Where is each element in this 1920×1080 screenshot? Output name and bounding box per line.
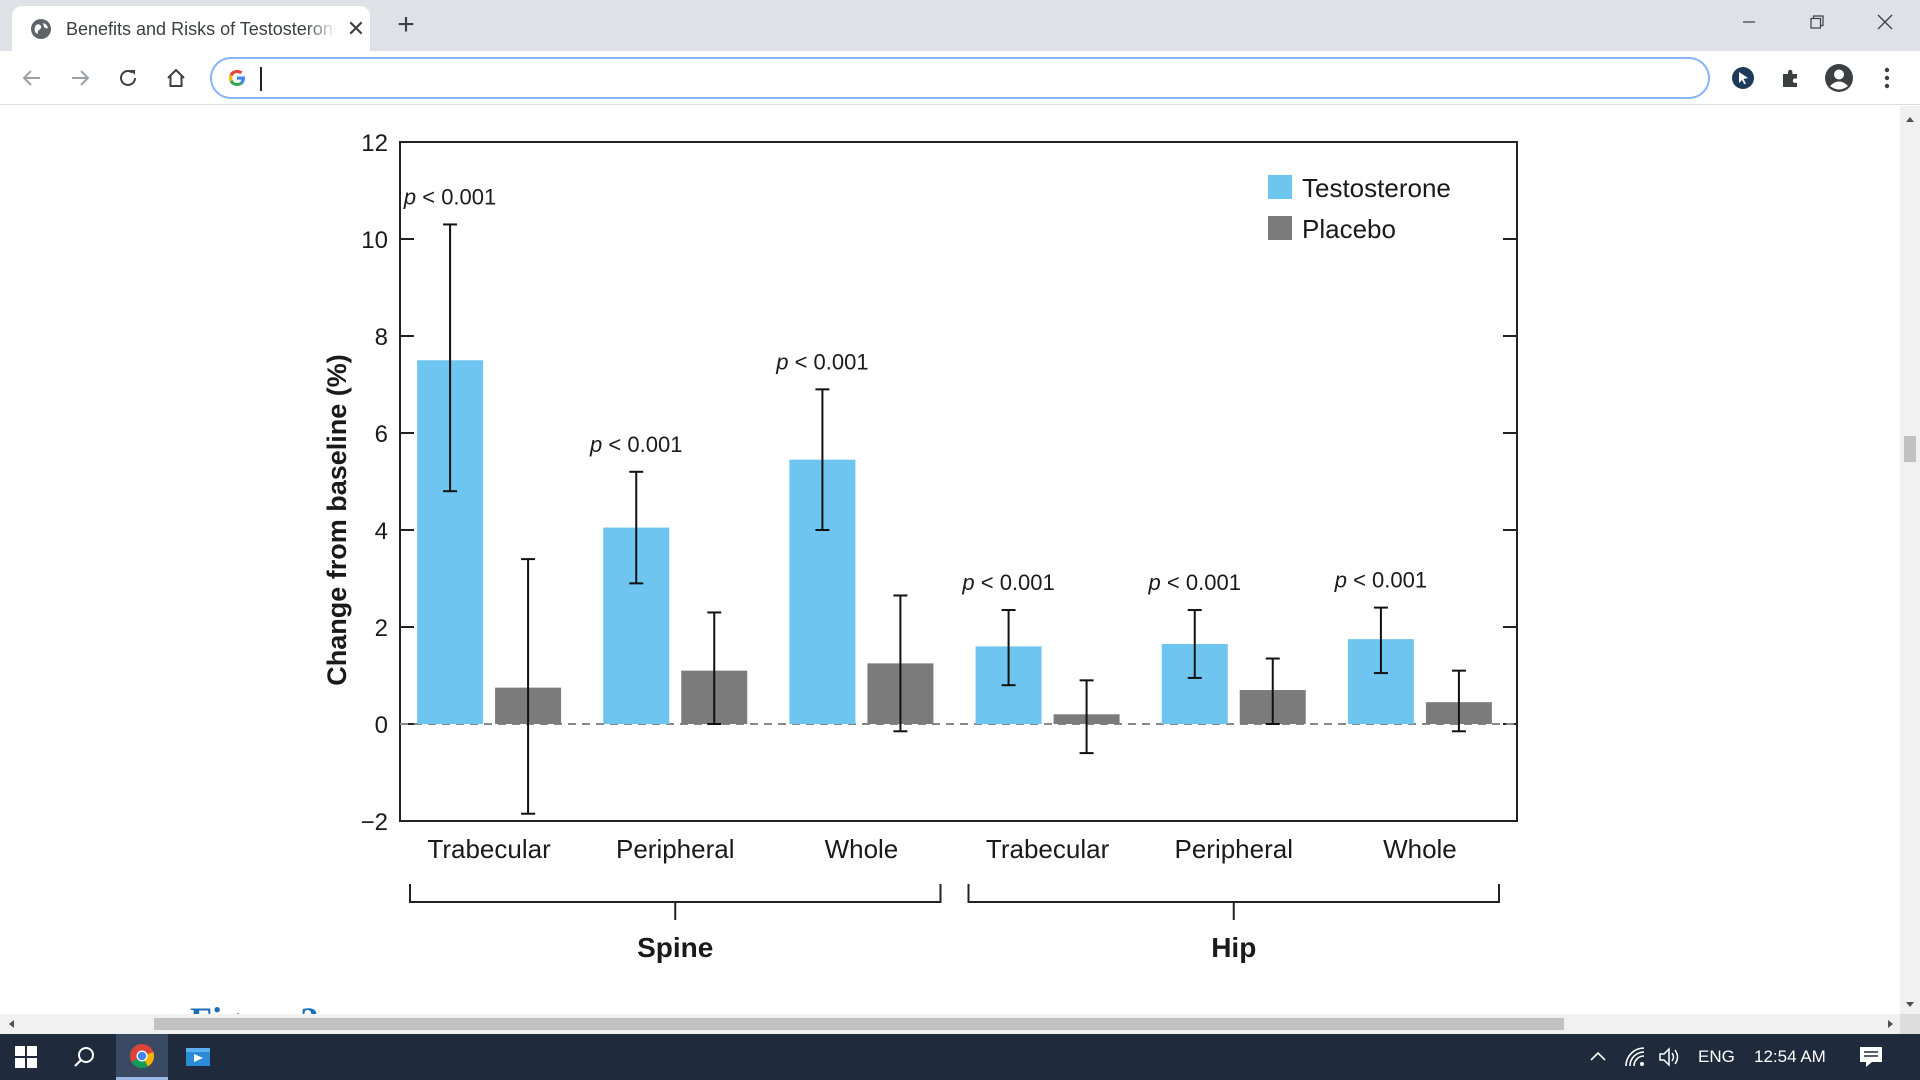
kebab-menu-icon [1884,67,1890,89]
close-window-button[interactable] [1860,0,1910,44]
tab-title: Benefits and Risks of Testosterone [66,19,336,40]
restore-button[interactable] [1792,0,1842,44]
forward-arrow-icon [72,70,90,86]
cursor-extension-icon [1732,67,1754,89]
tab-strip: Benefits and Risks of Testosterone ✕ + [0,0,1920,51]
media-app-icon [186,1048,210,1066]
windows-taskbar: ENG 12:54 AM [0,1034,1920,1080]
x-tick-label: Peripheral [616,834,735,864]
text-cursor [260,67,262,91]
browser-tab[interactable]: Benefits and Risks of Testosterone ✕ [12,6,370,51]
legend-label-placebo: Placebo [1302,214,1396,244]
x-tick-label: Trabecular [427,834,551,864]
google-g-icon [228,69,245,86]
chrome-icon [130,1043,155,1068]
language-indicator[interactable]: ENG [1698,1047,1735,1066]
legend-label-testosterone: Testosterone [1302,173,1451,203]
y-tick-label: 0 [375,712,388,739]
legend-swatch-testosterone [1268,175,1292,199]
p-value-label: p < 0.001 [1334,568,1427,593]
new-tab-button[interactable]: + [397,8,415,41]
scroll-up-icon[interactable] [1900,110,1920,130]
p-value-label: p < 0.001 [961,570,1054,595]
y-tick-label: 10 [361,227,388,254]
clock[interactable]: 12:54 AM [1754,1047,1826,1066]
close-window-icon [1877,14,1893,30]
legend: Testosterone Placebo [1268,173,1451,244]
y-tick-label: 6 [375,421,388,448]
profile-button[interactable] [1823,62,1855,94]
vertical-scroll-thumb[interactable] [1904,436,1916,462]
legend-swatch-placebo [1268,216,1292,240]
home-icon [167,68,185,87]
wifi-icon[interactable] [1624,1046,1648,1068]
search-icon [74,1047,94,1067]
taskbar-chrome[interactable] [116,1034,168,1080]
minimize-button[interactable] [1724,0,1774,44]
taskbar-app[interactable] [172,1034,224,1080]
back-button[interactable] [16,62,48,94]
start-button[interactable] [0,1034,52,1080]
group-bracket [409,884,942,903]
forward-button[interactable] [64,62,96,94]
scroll-right-icon[interactable] [1880,1014,1900,1034]
group-label: Spine [637,932,713,963]
p-value-label: p < 0.001 [403,184,496,209]
avatar-icon [1825,64,1853,92]
horizontal-scrollbar[interactable] [0,1014,1900,1034]
x-tick-labels: Trabecular Peripheral Whole Trabecular Perip… [427,834,1456,864]
puzzle-icon [1783,69,1797,87]
back-arrow-icon [22,70,40,86]
p-value-annotations: p < 0.001 p < 0.001 p < 0.001 p < 0.001 p < … [403,184,1427,595]
restore-icon [1810,15,1824,29]
horizontal-scroll-thumb[interactable] [154,1018,1564,1030]
x-tick-label: Whole [825,834,899,864]
y-tick-label: −2 [361,809,388,836]
volume-icon[interactable] [1658,1046,1682,1068]
browser-toolbar [0,51,1920,105]
y-tick-label: 12 [361,130,388,157]
minimize-icon [1743,21,1755,23]
group-bracket [967,884,1500,903]
close-icon[interactable]: ✕ [346,16,366,41]
bars [417,360,1492,724]
extension-cursor-button[interactable] [1727,62,1759,94]
p-value-label: p < 0.001 [1148,570,1241,595]
p-value-label: p < 0.001 [589,432,682,457]
group-label: Hip [1211,932,1256,963]
figure-caption: Figure 2 [190,992,318,1014]
scroll-corner [1900,1014,1920,1034]
home-button[interactable] [160,62,192,94]
menu-button[interactable] [1871,62,1903,94]
scroll-down-icon[interactable] [1900,994,1920,1014]
y-tick-label: 2 [375,615,388,642]
y-tick-label: 8 [375,324,388,351]
reload-icon [120,69,136,86]
group-brackets: Spine Hip [409,884,1500,963]
y-axis: −2 0 2 4 6 8 10 12 [361,130,414,836]
scroll-left-icon[interactable] [2,1014,22,1034]
y-axis-label: Change from baseline (%) [322,354,352,686]
plot-frame [399,141,1518,822]
windows-logo-icon [15,1046,37,1068]
x-tick-label: Whole [1383,834,1457,864]
error-bars [443,223,1466,815]
reload-button[interactable] [112,62,144,94]
notification-icon[interactable] [1858,1045,1884,1069]
page-content: −2 0 2 4 6 8 10 12 p < 0.001 p < 0.001 p < 0.001 p… [0,106,1900,1014]
x-tick-label: Peripheral [1174,834,1293,864]
x-tick-label: Trabecular [986,834,1110,864]
chevron-up-icon[interactable] [1588,1047,1608,1067]
address-bar[interactable] [210,57,1710,99]
search-button[interactable] [58,1034,110,1080]
right-ticks [1503,141,1517,822]
globe-icon [31,19,51,39]
vertical-scrollbar[interactable] [1900,106,1920,1014]
y-tick-label: 4 [375,518,388,545]
p-value-label: p < 0.001 [775,349,868,374]
extensions-button[interactable] [1775,62,1807,94]
